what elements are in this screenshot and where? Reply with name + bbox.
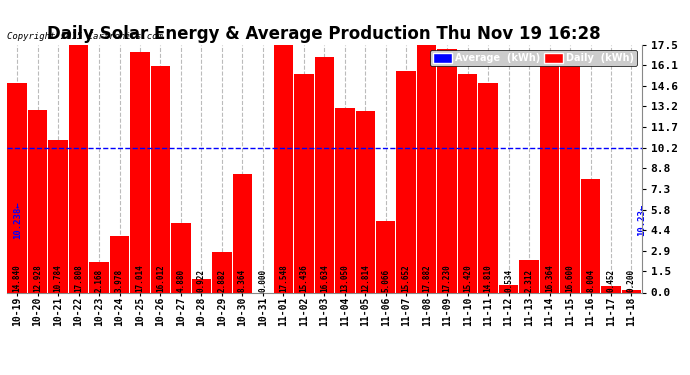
- Text: 17.882: 17.882: [422, 264, 431, 292]
- Text: 4.880: 4.880: [177, 268, 186, 292]
- Text: 10.238←: 10.238←: [12, 201, 21, 239]
- Text: 15.420: 15.420: [463, 264, 472, 292]
- Bar: [560, 58, 580, 292]
- Text: 0.000: 0.000: [258, 268, 267, 292]
- Bar: [458, 74, 477, 292]
- Text: 3.978: 3.978: [115, 268, 124, 292]
- Bar: [294, 74, 313, 292]
- Text: 14.840: 14.840: [12, 264, 21, 292]
- Bar: [499, 285, 518, 292]
- Bar: [110, 236, 129, 292]
- Text: 10.23←: 10.23←: [637, 204, 647, 236]
- Text: 12.814: 12.814: [361, 264, 370, 292]
- Text: 0.200: 0.200: [627, 268, 636, 292]
- Bar: [355, 111, 375, 292]
- Text: 16.634: 16.634: [319, 264, 329, 292]
- Bar: [622, 290, 641, 292]
- Bar: [150, 66, 170, 292]
- Bar: [601, 286, 621, 292]
- Bar: [376, 221, 395, 292]
- Text: 2.882: 2.882: [217, 268, 226, 292]
- Bar: [28, 110, 48, 292]
- Text: 15.652: 15.652: [402, 264, 411, 292]
- Text: Copyright 2015 Cartronics.com: Copyright 2015 Cartronics.com: [7, 32, 163, 41]
- Text: 13.050: 13.050: [340, 264, 349, 292]
- Title: Daily Solar Energy & Average Production Thu Nov 19 16:28: Daily Solar Energy & Average Production …: [48, 26, 601, 44]
- Bar: [417, 40, 436, 292]
- Text: 17.230: 17.230: [443, 264, 452, 292]
- Bar: [8, 82, 27, 292]
- Text: 17.548: 17.548: [279, 264, 288, 292]
- Bar: [315, 57, 334, 292]
- Text: 0.922: 0.922: [197, 268, 206, 292]
- Bar: [130, 52, 150, 292]
- Bar: [437, 49, 457, 292]
- Text: 16.600: 16.600: [566, 264, 575, 292]
- Text: 17.014: 17.014: [135, 264, 144, 292]
- Text: 0.452: 0.452: [607, 268, 615, 292]
- Text: 0.534: 0.534: [504, 268, 513, 292]
- Text: 8.364: 8.364: [238, 268, 247, 292]
- Text: 10.784: 10.784: [54, 264, 63, 292]
- Bar: [48, 140, 68, 292]
- Text: 15.436: 15.436: [299, 264, 308, 292]
- Text: 8.004: 8.004: [586, 268, 595, 292]
- Bar: [274, 44, 293, 292]
- Bar: [192, 279, 211, 292]
- Bar: [335, 108, 355, 292]
- Bar: [171, 224, 190, 292]
- Text: 17.808: 17.808: [74, 264, 83, 292]
- Text: 2.312: 2.312: [524, 268, 533, 292]
- Text: 14.810: 14.810: [484, 264, 493, 292]
- Bar: [89, 262, 109, 292]
- Bar: [69, 40, 88, 292]
- Bar: [520, 260, 539, 292]
- Bar: [397, 71, 416, 292]
- Bar: [233, 174, 252, 292]
- Bar: [540, 61, 560, 292]
- Bar: [213, 252, 232, 292]
- Bar: [478, 83, 498, 292]
- Text: 16.012: 16.012: [156, 264, 165, 292]
- Bar: [581, 179, 600, 292]
- Text: 16.364: 16.364: [545, 264, 554, 292]
- Text: 5.066: 5.066: [382, 268, 391, 292]
- Legend: Average  (kWh), Daily  (kWh): Average (kWh), Daily (kWh): [430, 50, 637, 66]
- Text: 2.168: 2.168: [95, 268, 103, 292]
- Text: 12.928: 12.928: [33, 264, 42, 292]
